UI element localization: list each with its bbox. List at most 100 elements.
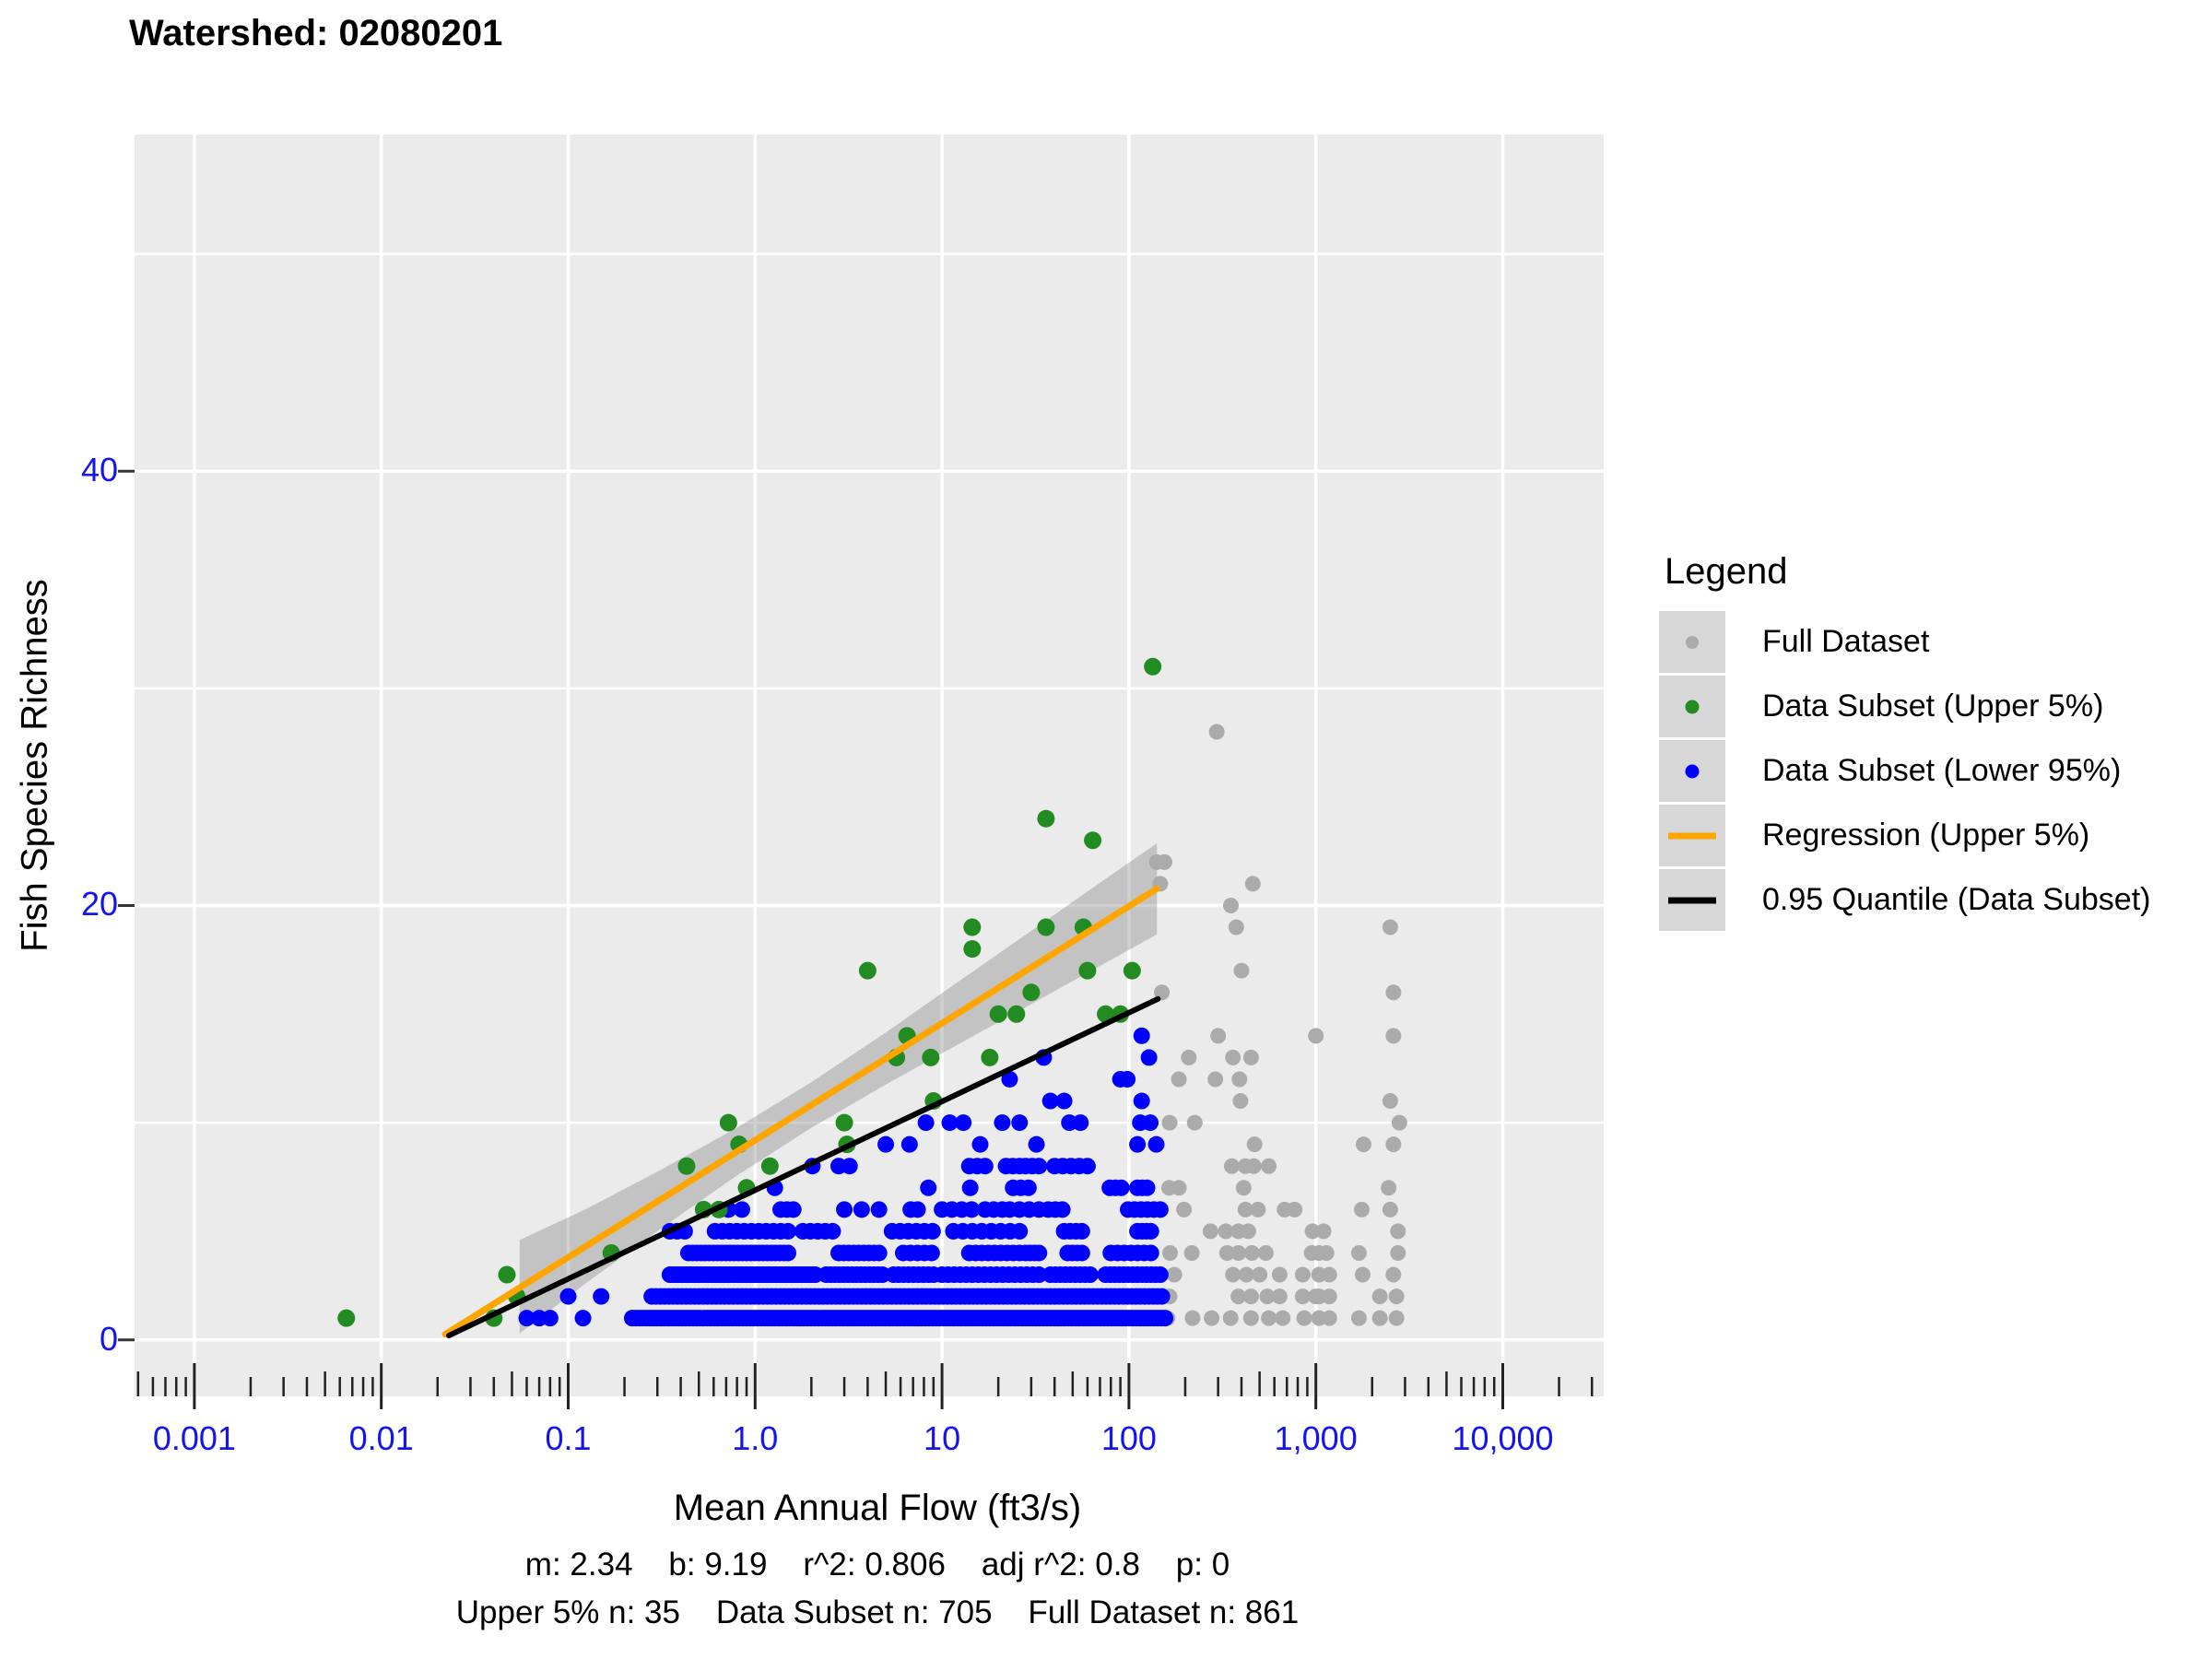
point-full-dataset <box>1388 1288 1405 1305</box>
point-data-subset-lower-95 <box>1073 1222 1090 1240</box>
legend-entry: Data Subset (Lower 95%) <box>1659 740 2150 802</box>
page-title: Watershed: 02080201 <box>129 13 503 53</box>
point-full-dataset <box>1232 1093 1249 1110</box>
point-full-dataset <box>1296 1310 1312 1326</box>
x-tick-label: 10 <box>924 1419 961 1457</box>
legend-entry: Full Dataset <box>1659 611 2150 673</box>
point-data-subset-lower-95 <box>824 1222 841 1240</box>
point-full-dataset <box>1166 1266 1182 1283</box>
y-axis-title: Fish Species Richness <box>14 579 55 952</box>
point-full-dataset <box>1271 1266 1288 1283</box>
point-data-subset-lower-95 <box>574 1310 592 1327</box>
point-data-subset-lower-95 <box>836 1201 853 1218</box>
point-full-dataset <box>1321 1288 1337 1305</box>
point-data-subset-lower-95 <box>924 1222 941 1240</box>
point-data-subset-lower-95 <box>1073 1244 1090 1262</box>
point-full-dataset <box>1222 897 1239 913</box>
point-full-dataset <box>1371 1288 1388 1305</box>
point-full-dataset <box>1237 1201 1253 1218</box>
point-data-subset-lower-95 <box>920 1179 937 1196</box>
point-data-subset-lower-95 <box>1151 1266 1169 1284</box>
point-data-subset-lower-95 <box>1041 1092 1059 1110</box>
point-full-dataset <box>1257 1244 1274 1261</box>
point-full-dataset <box>1204 1310 1220 1326</box>
point-data-subset-upper-5 <box>1084 831 1102 850</box>
point-full-dataset <box>1210 1028 1227 1044</box>
point-full-dataset <box>1242 1288 1259 1305</box>
legend-key <box>1659 805 1725 866</box>
point-data-subset-lower-95 <box>841 1158 858 1175</box>
point-data-subset-lower-95 <box>853 1201 870 1218</box>
legend-dot-icon <box>1685 764 1700 778</box>
point-full-dataset <box>1388 1310 1405 1326</box>
y-tick-label: 20 <box>80 885 118 924</box>
x-tick-label: 0.1 <box>545 1419 592 1457</box>
point-data-subset-lower-95 <box>1157 1310 1174 1327</box>
point-full-dataset <box>1294 1288 1311 1305</box>
point-data-subset-lower-95 <box>733 1201 750 1218</box>
point-full-dataset <box>1230 1288 1247 1305</box>
point-full-dataset <box>1245 1158 1262 1174</box>
point-data-subset-upper-5 <box>677 1157 696 1175</box>
point-data-subset-lower-95 <box>971 1135 989 1153</box>
x-tick-label: 1,000 <box>1274 1419 1358 1457</box>
point-data-subset-upper-5 <box>1144 657 1162 676</box>
point-data-subset-lower-95 <box>1030 1158 1048 1175</box>
point-full-dataset <box>1242 1049 1259 1065</box>
point-data-subset-lower-95 <box>1142 1222 1159 1240</box>
point-full-dataset <box>1240 1223 1256 1240</box>
point-full-dataset <box>1225 1049 1241 1065</box>
legend-line-icon <box>1668 832 1716 839</box>
x-tick-label: 10,000 <box>1452 1419 1554 1457</box>
point-data-subset-lower-95 <box>1072 1114 1089 1132</box>
point-data-subset-lower-95 <box>961 1179 979 1196</box>
point-full-dataset <box>1242 1310 1259 1326</box>
point-data-subset-lower-95 <box>877 1135 895 1153</box>
x-tick-label: 100 <box>1100 1419 1157 1457</box>
point-full-dataset <box>1183 1244 1200 1261</box>
point-full-dataset <box>1321 1266 1337 1283</box>
point-full-dataset <box>1261 1310 1277 1326</box>
point-data-subset-lower-95 <box>870 1201 888 1218</box>
legend-label: Data Subset (Upper 5%) <box>1762 688 2104 724</box>
point-data-subset-lower-95 <box>1142 1244 1159 1262</box>
point-full-dataset <box>1271 1288 1288 1305</box>
legend-dot-icon <box>1686 635 1699 649</box>
point-data-subset-lower-95 <box>1112 1179 1130 1196</box>
point-full-dataset <box>1321 1310 1337 1326</box>
point-full-dataset <box>1250 1201 1266 1218</box>
x-tick-label: 1.0 <box>732 1419 779 1457</box>
point-data-subset-lower-95 <box>1028 1135 1045 1153</box>
point-data-subset-lower-95 <box>784 1201 802 1218</box>
point-data-subset-lower-95 <box>1119 1070 1136 1088</box>
point-data-subset-lower-95 <box>1053 1201 1071 1218</box>
x-axis-title: Mean Annual Flow (ft3/s) <box>673 1488 1082 1528</box>
quantile-line <box>446 995 1161 1339</box>
point-data-subset-lower-95 <box>1055 1092 1073 1110</box>
point-full-dataset <box>1207 1071 1224 1088</box>
point-data-subset-lower-95 <box>923 1244 940 1262</box>
point-data-subset-lower-95 <box>518 1310 535 1327</box>
point-data-subset-lower-95 <box>1129 1135 1147 1153</box>
legend-key <box>1659 676 1725 737</box>
legend-entry: Regression (Upper 5%) <box>1659 805 2150 866</box>
point-full-dataset <box>1243 1244 1260 1261</box>
point-data-subset-lower-95 <box>1030 1244 1048 1262</box>
point-data-subset-upper-5 <box>981 1048 999 1066</box>
point-full-dataset <box>1381 1180 1397 1196</box>
point-full-dataset <box>1294 1266 1311 1283</box>
legend-entry: Data Subset (Upper 5%) <box>1659 676 2150 737</box>
stats-line-regression: m: 2.34 b: 9.19 r^2: 0.806 adj r^2: 0.8 … <box>524 1547 1230 1583</box>
point-data-subset-upper-5 <box>1097 1005 1115 1023</box>
point-full-dataset <box>1235 1180 1252 1196</box>
point-data-subset-upper-5 <box>989 1005 1007 1023</box>
legend-title: Legend <box>1665 551 1788 592</box>
point-data-subset-upper-5 <box>1078 961 1097 980</box>
x-tick-label: 0.001 <box>152 1419 236 1457</box>
point-full-dataset <box>1385 1028 1402 1044</box>
point-data-subset-upper-5 <box>498 1265 516 1284</box>
point-data-subset-lower-95 <box>1141 1114 1159 1132</box>
point-data-subset-lower-95 <box>1133 1027 1150 1044</box>
point-data-subset-upper-5 <box>963 940 982 959</box>
point-data-subset-upper-5 <box>1123 961 1141 980</box>
